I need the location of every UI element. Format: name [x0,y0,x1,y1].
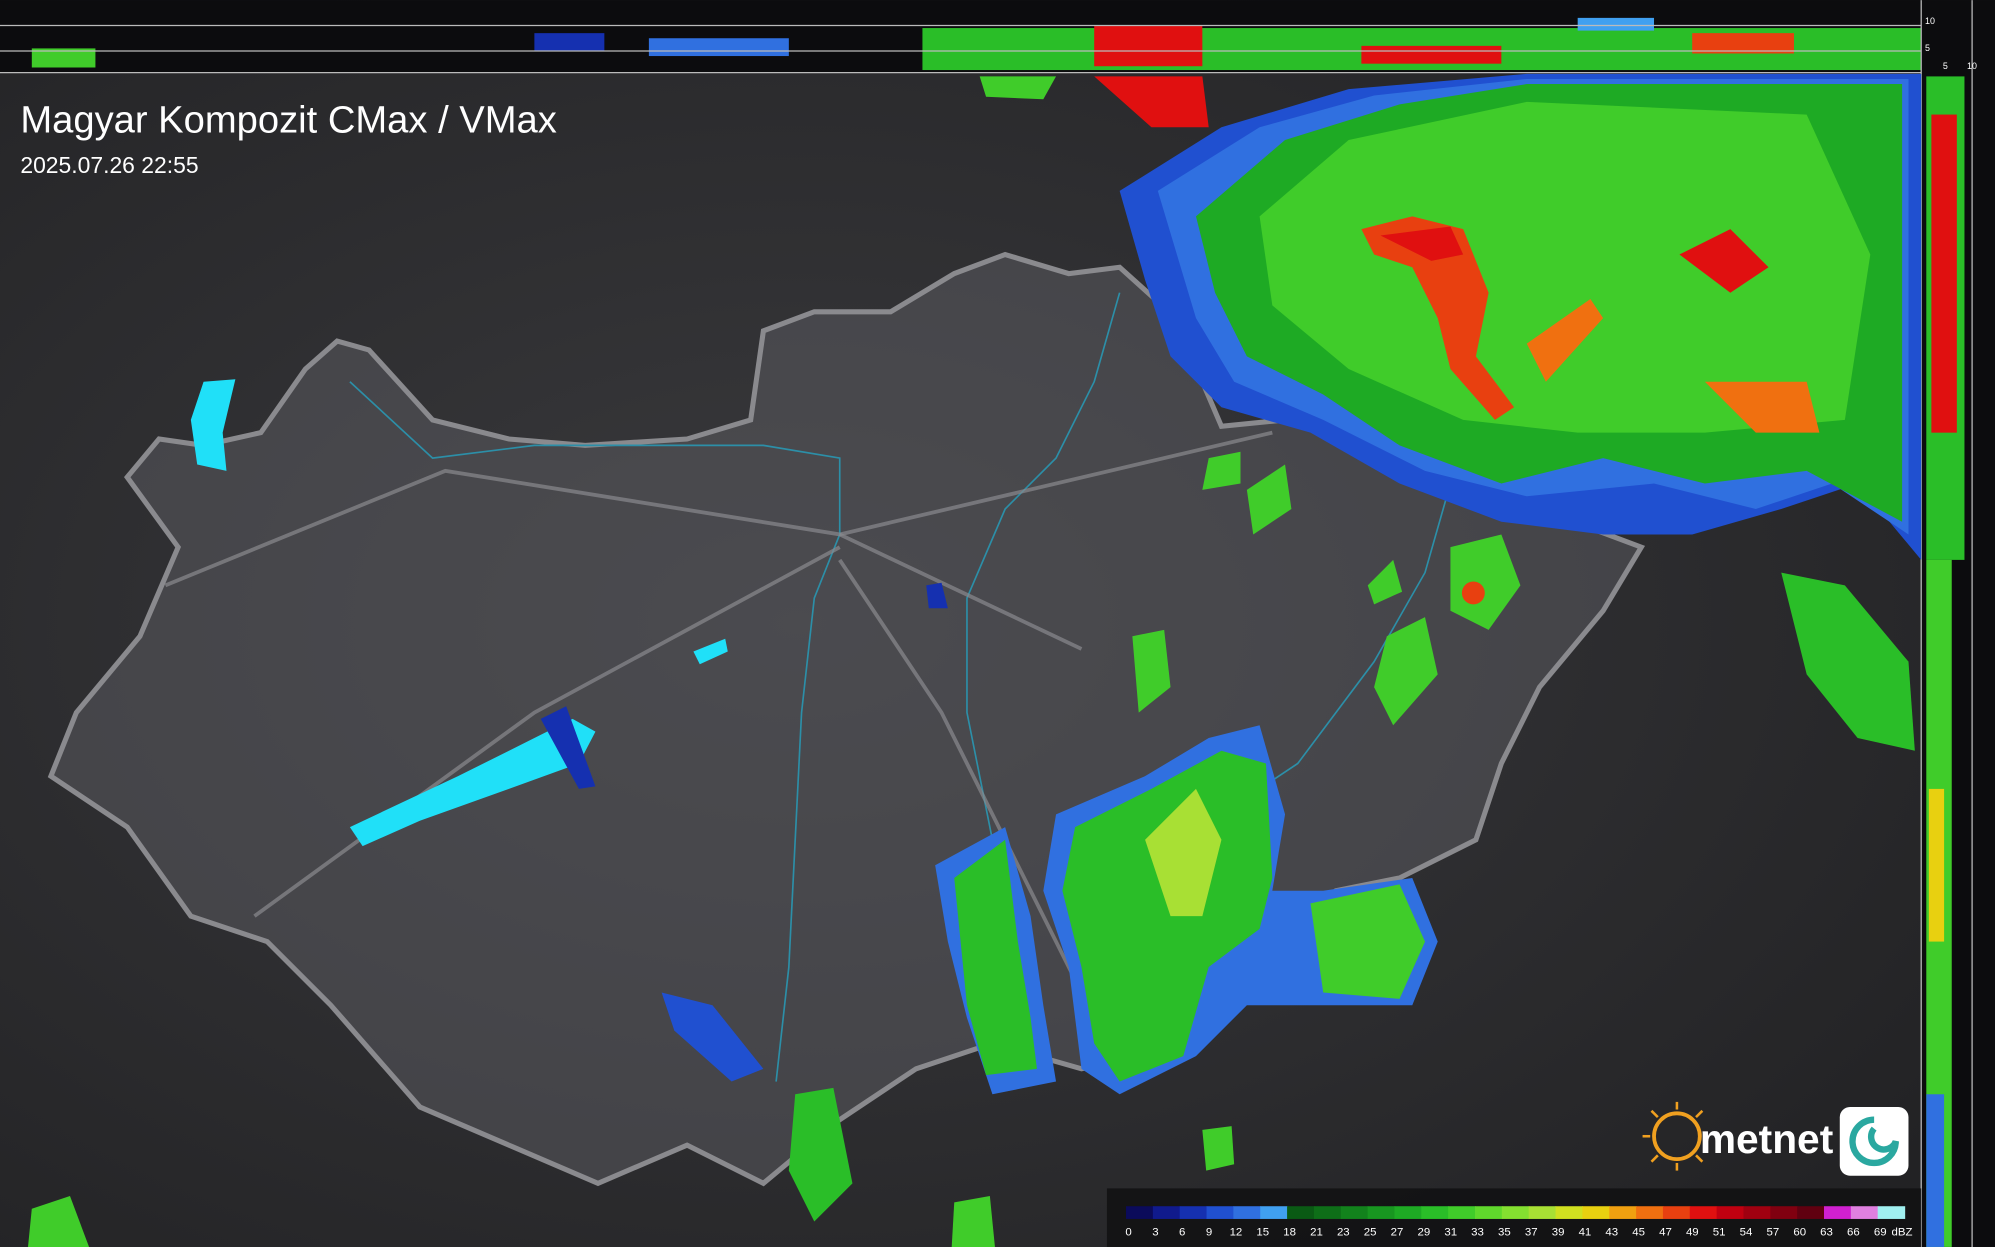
legend-tick-label: 43 [1605,1226,1618,1238]
legend-tick-label: 31 [1444,1226,1457,1238]
legend-swatch [1313,1206,1342,1219]
radar-echoes [27,73,1922,1247]
legend-tick-label: 57 [1766,1226,1779,1238]
legend-tick-label: 63 [1820,1226,1833,1238]
legend-swatch [1152,1206,1181,1219]
legend-tick-label: 51 [1713,1226,1726,1238]
legend-tick-label: 41 [1579,1226,1592,1238]
legend-swatch [1179,1206,1208,1219]
roads [164,430,1273,1019]
legend-tick-label: 45 [1632,1226,1645,1238]
legend-swatch [1448,1206,1476,1219]
legend-swatch [1770,1206,1798,1219]
legend-tick-label: 66 [1847,1226,1860,1238]
legend: 0 3 6 9 12 15 18 21 23 25 27 29 31 33 35 37 39 41 43 45 47 49… [1125,1206,1912,1238]
legend-swatch [1662,1206,1691,1219]
legend-tick-label: 69 [1874,1226,1887,1238]
profile-label: 10 [1925,16,1935,26]
timestamp: 2025.07.26 22:55 [20,152,198,178]
legend-swatch [1797,1206,1825,1219]
legend-swatch [1609,1206,1637,1219]
legend-swatch [1475,1206,1503,1219]
profile-label: 5 [1925,43,1930,53]
legend-tick-label: 12 [1230,1226,1243,1238]
profile-label: 5 [1943,61,1948,71]
legend-swatch [1824,1206,1852,1219]
legend-tick-label: 29 [1417,1226,1430,1238]
profile-label: 10 [1967,61,1977,71]
legend-swatch [1528,1206,1557,1219]
legend-tick-label: 33 [1471,1226,1484,1238]
legend-swatch [1555,1206,1584,1219]
legend-tick-label: 60 [1793,1226,1806,1238]
legend-swatch [1421,1206,1449,1219]
legend-tick-label: 37 [1525,1226,1538,1238]
legend-swatch [1367,1206,1396,1219]
legend-tick-label: 23 [1337,1226,1350,1238]
legend-swatch [1340,1206,1369,1219]
legend-tick-label: 27 [1391,1226,1404,1238]
legend-swatch [1636,1206,1664,1219]
legend-unit: dBZ [1892,1226,1913,1238]
legend-swatch [1877,1206,1906,1219]
legend-tick-label: 3 [1152,1226,1158,1238]
legend-tick-label: 9 [1206,1226,1212,1238]
title: Magyar Kompozit CMax / VMax [20,98,556,141]
legend-tick-label: 54 [1740,1226,1753,1238]
legend-tick-label: 0 [1125,1226,1131,1238]
legend-tick-label: 15 [1256,1226,1269,1238]
legend-swatch [1233,1206,1261,1219]
lake [349,718,596,847]
logo [1642,1101,1909,1176]
side-profile-echo [1926,76,1965,1247]
legend-tick-label: 35 [1498,1226,1511,1238]
legend-swatch [1850,1206,1879,1219]
logo-text: metnet [1700,1116,1834,1162]
legend-swatch [1716,1206,1745,1219]
legend-swatch [1501,1206,1530,1219]
legend-swatch [1743,1206,1771,1219]
legend-swatch [1260,1206,1288,1219]
lake [190,379,236,471]
legend-swatch [1126,1206,1154,1219]
lake [693,638,728,665]
legend-swatch [1206,1206,1235,1219]
legend-swatch [1582,1206,1610,1219]
legend-tick-label: 18 [1283,1226,1296,1238]
legend-tick-label: 21 [1310,1226,1323,1238]
legend-tick-label: 47 [1659,1226,1672,1238]
legend-tick-label: 6 [1179,1226,1185,1238]
legend-tick-label: 25 [1364,1226,1377,1238]
legend-tick-label: 39 [1552,1226,1565,1238]
legend-swatch [1689,1206,1718,1219]
legend-tick-label: 49 [1686,1226,1699,1238]
legend-swatch [1287,1206,1315,1219]
legend-swatch [1394,1206,1422,1219]
